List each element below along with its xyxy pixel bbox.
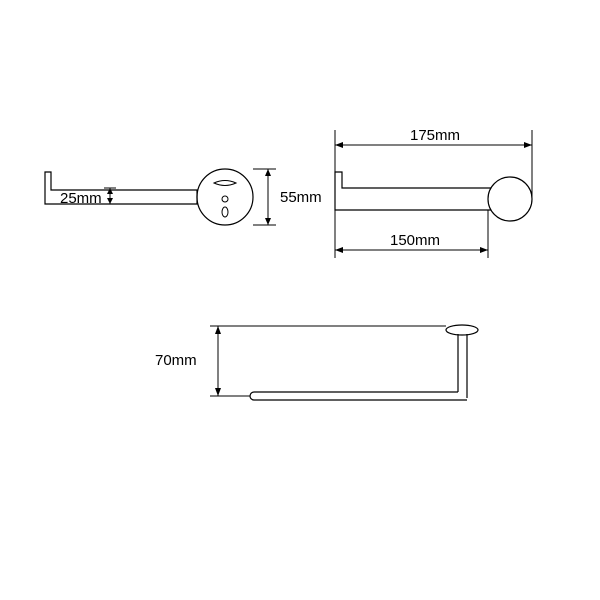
dim-55mm-label: 55mm <box>280 189 322 206</box>
front-mount-hole-bot <box>222 207 228 217</box>
top-view: 175mm 150mm <box>335 127 532 258</box>
dim-70mm: 70mm <box>155 326 446 396</box>
dim-25mm: 25mm <box>60 188 116 207</box>
side-cap <box>446 325 478 335</box>
dim-175mm-label: 175mm <box>410 127 460 144</box>
top-flange <box>488 177 532 221</box>
dim-70mm-label: 70mm <box>155 352 197 369</box>
front-mount-hole-mid <box>222 196 228 202</box>
top-bar <box>335 172 495 210</box>
front-mount-slot-top <box>214 181 236 186</box>
dim-150mm-label: 150mm <box>390 232 440 249</box>
side-view: 70mm <box>155 325 478 400</box>
dim-150mm: 150mm <box>335 210 488 258</box>
technical-drawing: 25mm 55mm 175mm <box>0 0 600 600</box>
dim-55mm: 55mm <box>253 169 322 225</box>
dim-25mm-label: 25mm <box>60 190 102 207</box>
side-arm-end <box>250 392 254 400</box>
front-view: 25mm 55mm <box>45 169 322 225</box>
